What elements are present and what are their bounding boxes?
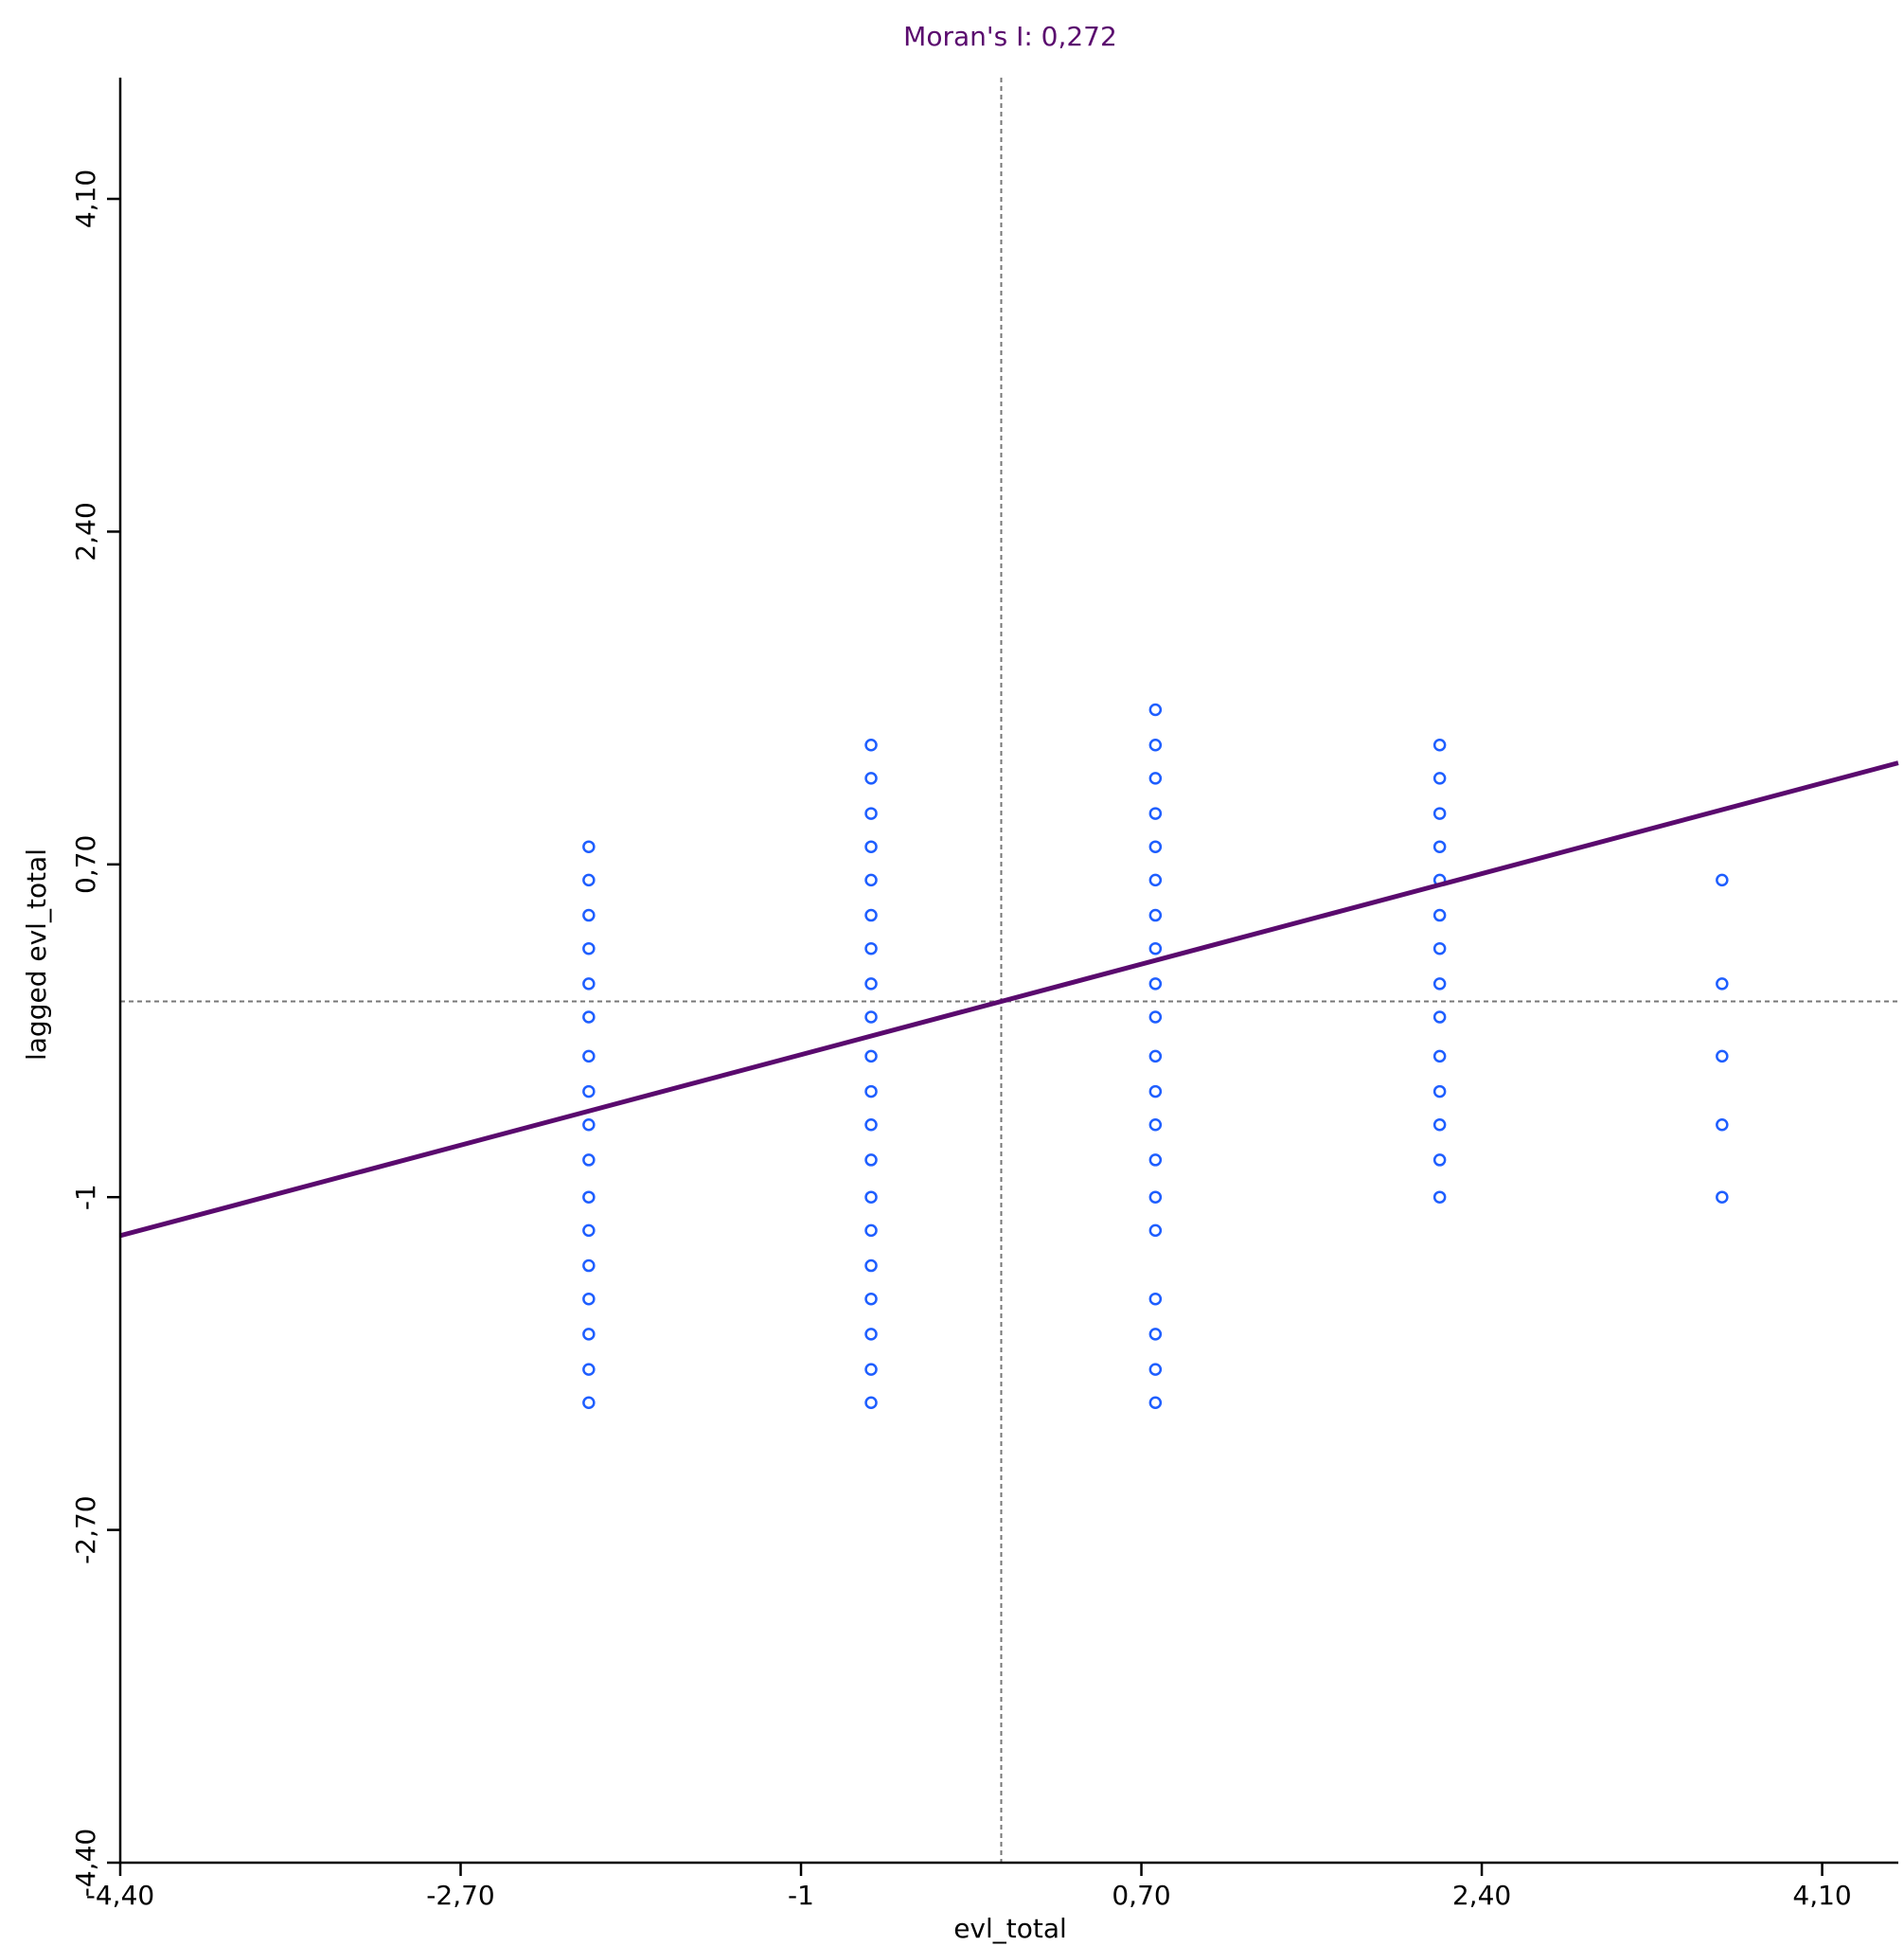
y-tick-label: 2,40 <box>70 502 101 561</box>
data-point <box>1432 1010 1447 1024</box>
y-axis-ticks: -4,40 -2,70 -1 0,70 2,40 4,10 <box>70 170 120 1897</box>
data-point <box>582 1396 596 1409</box>
data-point <box>1148 1190 1163 1204</box>
data-point <box>864 1153 878 1167</box>
data-point <box>864 1190 878 1204</box>
data-point <box>1148 1153 1163 1167</box>
data-point <box>864 772 878 785</box>
data-point <box>1148 1328 1163 1341</box>
x-tick-label: -2,70 <box>426 1880 494 1911</box>
data-point <box>582 1049 596 1063</box>
axes <box>118 78 1898 1865</box>
data-point <box>1148 840 1163 853</box>
data-point <box>1432 977 1447 991</box>
x-tick-label: 2,40 <box>1452 1880 1511 1911</box>
data-point <box>1148 1010 1163 1024</box>
data-point <box>1148 941 1163 955</box>
chart-title: Moran's I: 0,272 <box>903 21 1117 52</box>
data-point <box>1432 1084 1447 1098</box>
data-point <box>1148 738 1163 752</box>
data-point <box>1716 1190 1729 1204</box>
data-point <box>1148 1223 1163 1238</box>
data-point <box>582 1190 596 1204</box>
x-tick-label: -1 <box>788 1880 814 1911</box>
data-point <box>1148 1049 1163 1063</box>
regression-line-group <box>119 760 1899 1239</box>
data-point <box>1432 1190 1447 1204</box>
data-point <box>864 1292 878 1306</box>
data-point <box>1432 738 1447 752</box>
data-point <box>1716 1117 1729 1132</box>
data-point <box>864 840 878 853</box>
data-point <box>864 1396 878 1409</box>
data-point <box>582 1363 596 1376</box>
data-point <box>1148 807 1163 820</box>
x-tick-label: 4,10 <box>1792 1880 1851 1911</box>
data-point <box>1716 873 1729 887</box>
data-point <box>864 1223 878 1238</box>
data-point <box>582 977 596 991</box>
data-point <box>582 1223 596 1238</box>
reference-lines <box>120 78 1898 1863</box>
data-point <box>864 1049 878 1063</box>
data-point <box>1148 977 1163 991</box>
y-axis-title: lagged evl_total <box>21 848 52 1061</box>
y-tick-label: -4,40 <box>70 1829 101 1897</box>
data-point <box>1432 772 1447 785</box>
data-point <box>864 1117 878 1132</box>
data-point <box>1716 1049 1729 1063</box>
data-point <box>864 941 878 955</box>
data-point <box>864 807 878 820</box>
data-point <box>582 1010 596 1024</box>
data-point <box>1432 1117 1447 1132</box>
data-point <box>1148 1084 1163 1098</box>
data-point <box>864 1328 878 1341</box>
data-point <box>1432 941 1447 955</box>
data-point <box>1148 1292 1163 1306</box>
data-point <box>582 1292 596 1306</box>
data-point <box>582 873 596 887</box>
data-point <box>1148 1396 1163 1409</box>
y-tick-label: -1 <box>70 1184 101 1210</box>
data-point <box>1432 1049 1447 1063</box>
data-point <box>1148 1117 1163 1132</box>
data-point <box>1148 1363 1163 1376</box>
x-tick-label: 0,70 <box>1112 1880 1170 1911</box>
data-point <box>1432 1153 1447 1167</box>
data-point <box>1148 908 1163 922</box>
data-point <box>582 1084 596 1098</box>
y-tick-label: 0,70 <box>70 835 101 894</box>
data-point <box>582 1117 596 1132</box>
x-axis-ticks: -4,40 -2,70 -1 0,70 2,40 4,10 <box>86 1863 1852 1911</box>
data-point <box>582 840 596 853</box>
data-points <box>582 703 1729 1409</box>
data-point <box>582 908 596 922</box>
data-point <box>1148 703 1163 717</box>
data-point <box>1432 908 1447 922</box>
data-point <box>864 873 878 887</box>
data-point <box>864 1259 878 1273</box>
data-point <box>864 977 878 991</box>
data-point <box>864 1010 878 1024</box>
data-point <box>582 941 596 955</box>
data-point <box>1148 772 1163 785</box>
x-axis-title: evl_total <box>953 1913 1067 1944</box>
y-tick-label: 4,10 <box>70 170 101 228</box>
data-point <box>864 908 878 922</box>
x-tick-label: -4,40 <box>86 1880 154 1911</box>
data-point <box>1432 807 1447 820</box>
data-point <box>582 1328 596 1341</box>
data-point <box>864 1363 878 1376</box>
data-point <box>864 738 878 752</box>
regression-line <box>119 760 1899 1239</box>
data-point <box>582 1153 596 1167</box>
data-point <box>864 1084 878 1098</box>
data-point <box>1148 873 1163 887</box>
data-point <box>1432 840 1447 853</box>
data-point <box>582 1259 596 1273</box>
y-tick-label: -2,70 <box>70 1495 101 1563</box>
data-point <box>1716 977 1729 991</box>
